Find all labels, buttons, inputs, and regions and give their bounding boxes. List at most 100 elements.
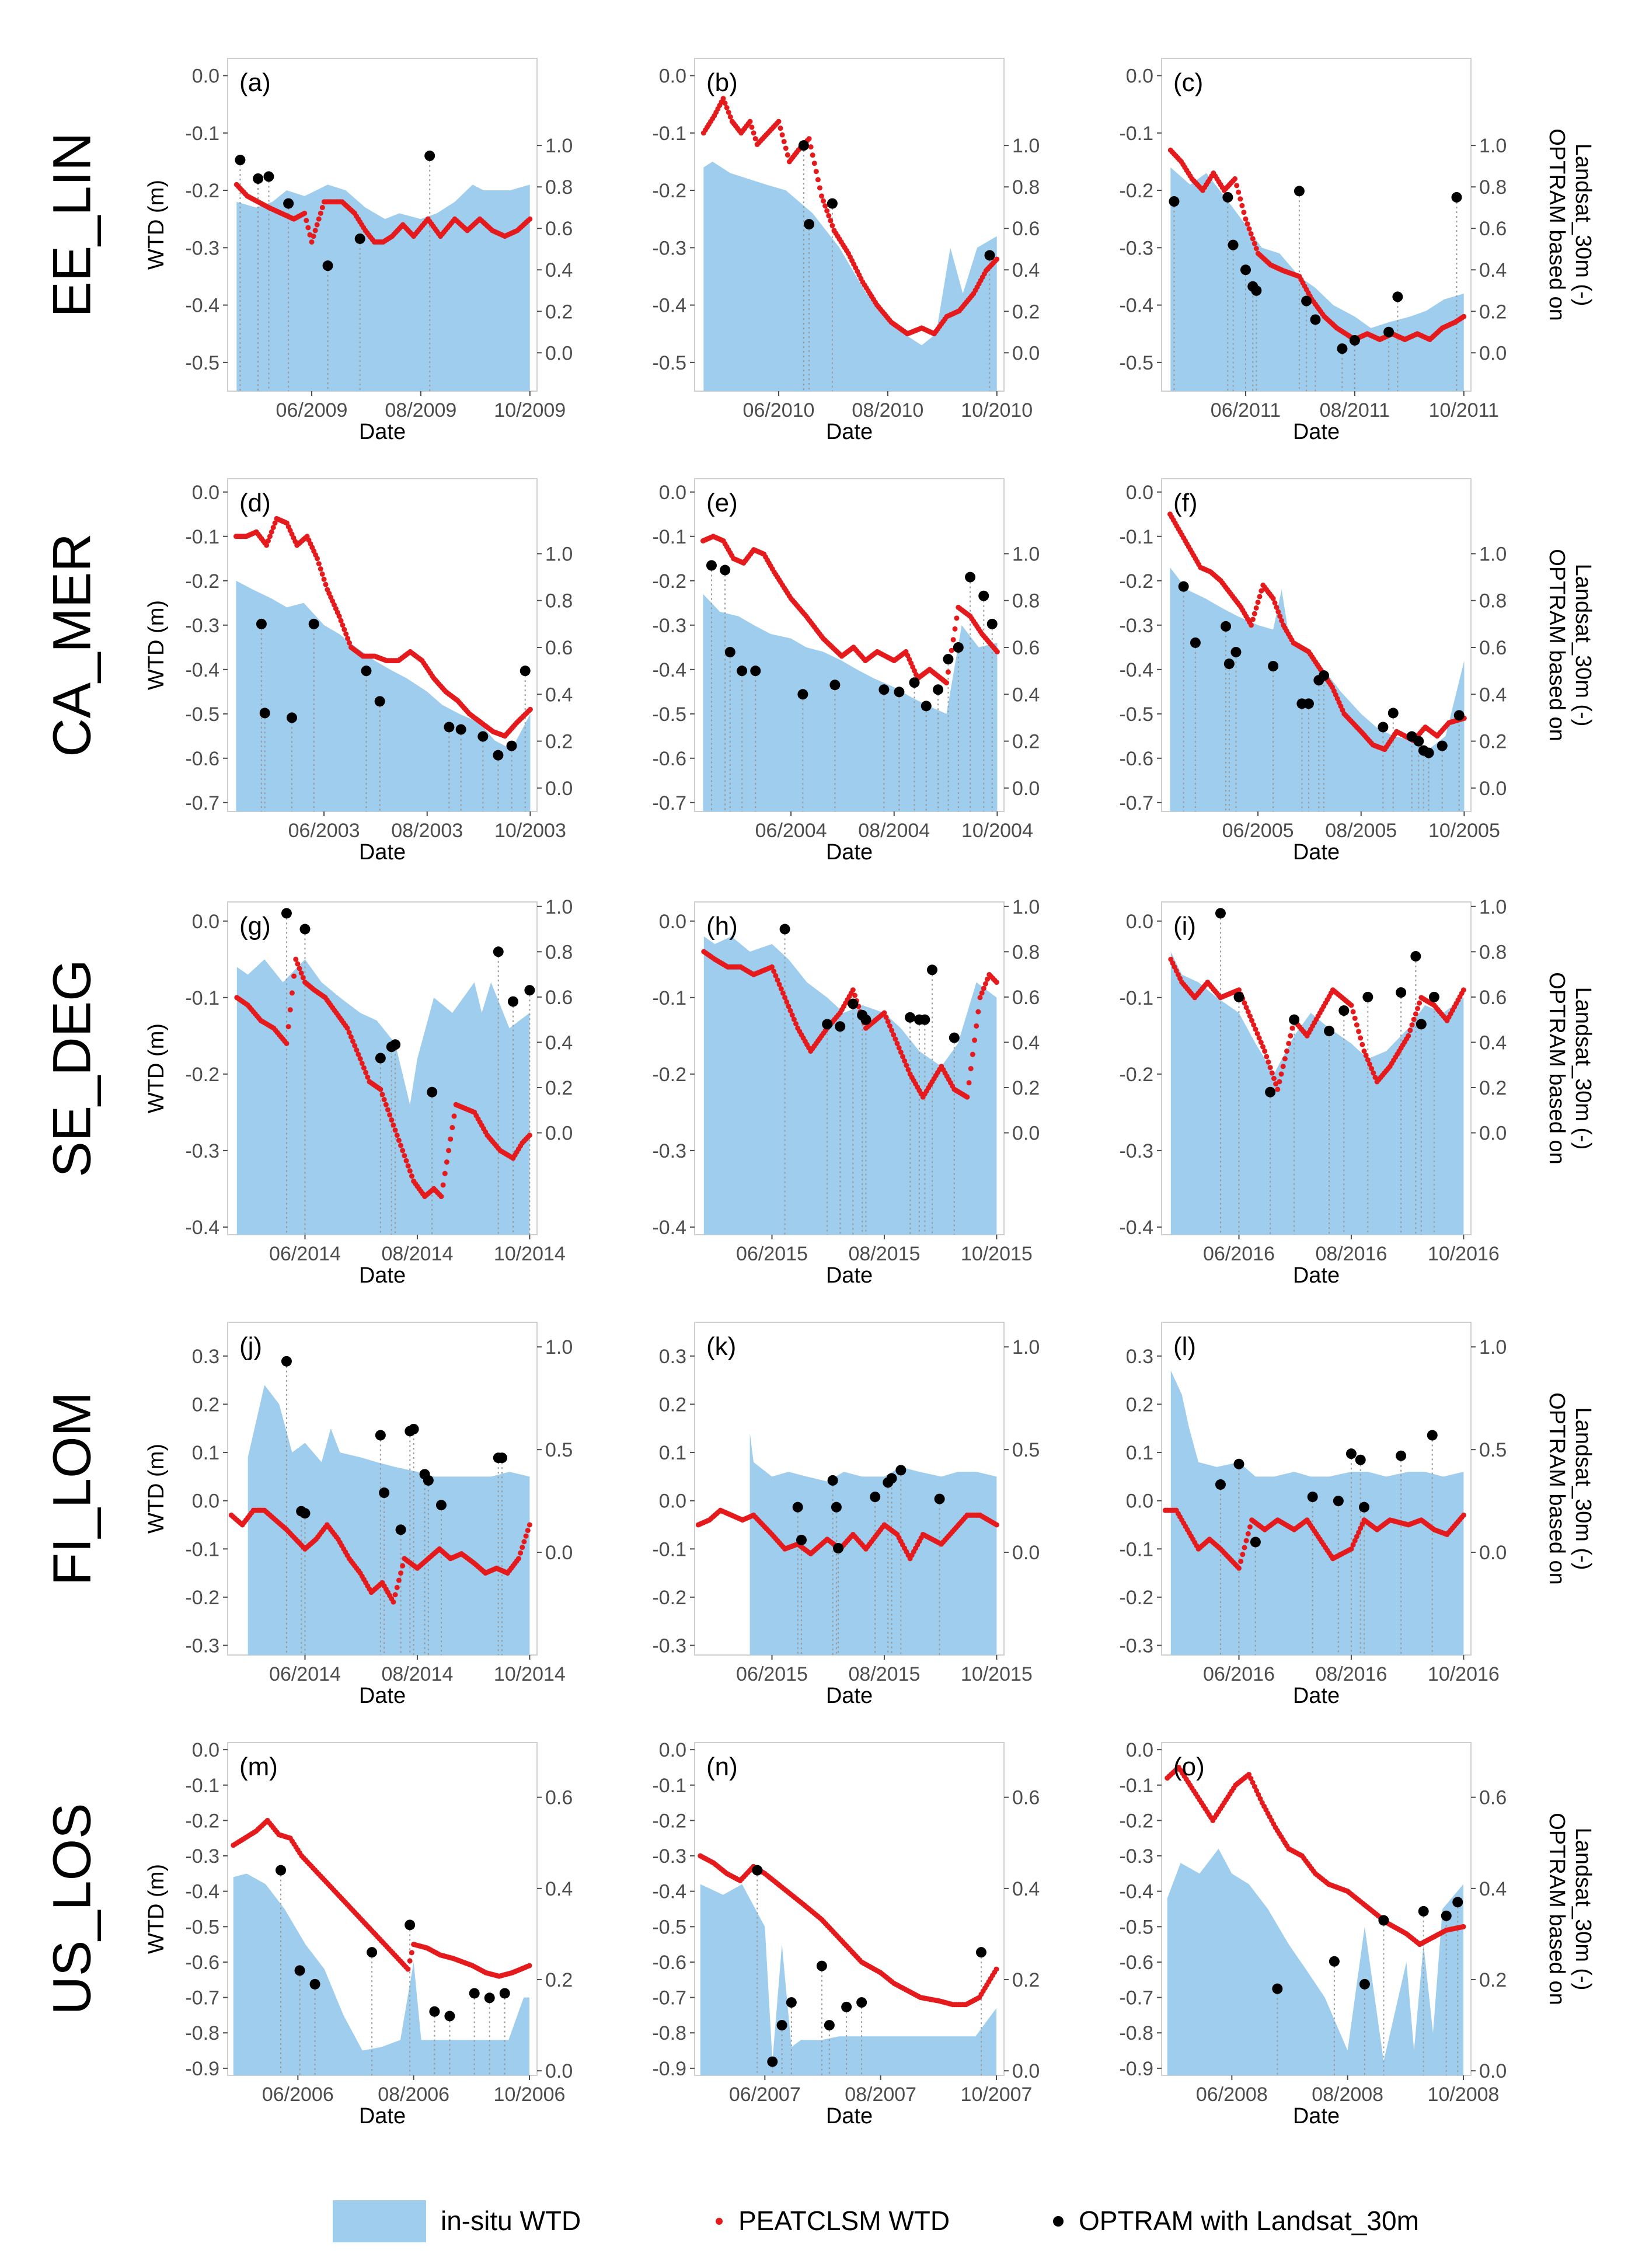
row-site-label: SE_DEG (42, 959, 102, 1177)
x-tick-label: 10/2005 (1428, 820, 1500, 842)
panel-label: (n) (706, 1753, 738, 1781)
optram-point (1251, 285, 1262, 296)
optram-point (253, 173, 264, 184)
optram-point (256, 618, 267, 629)
peatclsm-point (527, 1133, 532, 1138)
legend-insitu-label: in-situ WTD (441, 2206, 581, 2236)
panel-label: (c) (1173, 68, 1203, 97)
peatclsm-point (1358, 1035, 1364, 1041)
peatclsm-point (318, 210, 323, 216)
peatclsm-point (810, 152, 815, 158)
y-tick-label: -0.7 (652, 1987, 686, 2009)
y-right-tick-label: 0.6 (545, 1787, 573, 1809)
x-tick-label: 06/2016 (1203, 1663, 1275, 1685)
optram-point (1337, 343, 1348, 354)
peatclsm-point (321, 576, 327, 582)
x-tick-label: 10/2015 (961, 1663, 1033, 1685)
y-tick-label: -0.4 (185, 1881, 219, 1903)
optram-point (1222, 191, 1233, 203)
y-tick-label: -0.4 (185, 659, 219, 681)
optram-point (405, 1919, 416, 1931)
optram-point (1396, 1450, 1407, 1461)
y-tick-label: -0.6 (1119, 1952, 1153, 1974)
x-tick-label: 08/2016 (1315, 1243, 1387, 1265)
peatclsm-point (350, 1039, 356, 1044)
peatclsm-point (1417, 1000, 1423, 1006)
peatclsm-point (1274, 604, 1280, 610)
y-tick-label: -0.3 (185, 1845, 219, 1868)
peatclsm-point (1253, 605, 1259, 611)
peatclsm-point (1267, 1065, 1273, 1071)
peatclsm-point (975, 1009, 981, 1015)
x-tick-label: 08/2011 (1320, 399, 1390, 421)
y-right-tick-label: 0.0 (545, 1123, 573, 1145)
y-right-axis-title-line2: Landsat_30m (-) (1571, 144, 1595, 306)
panel-label: (m) (239, 1753, 278, 1781)
insitu-wtd-area (703, 161, 997, 391)
peatclsm-point (1415, 1006, 1421, 1012)
y-tick-label: -0.2 (185, 1810, 219, 1832)
y-right-tick-label: 0.5 (1479, 1439, 1507, 1461)
peatclsm-point (994, 256, 1000, 262)
y-tick-label: -0.3 (652, 1140, 686, 1162)
y-right-axis-title-line1: OPTRAM based on (1545, 128, 1569, 320)
optram-point (1319, 670, 1330, 681)
y-tick-label: -0.1 (1119, 526, 1153, 548)
y-tick-label: -0.6 (652, 748, 686, 770)
y-right-axis-title-line1: OPTRAM based on (1545, 1392, 1569, 1584)
peatclsm-point (771, 968, 777, 974)
y-right-tick-label: 0.4 (1012, 1032, 1040, 1054)
x-tick-label: 08/2006 (378, 2084, 449, 2106)
peatclsm-point (1460, 1924, 1466, 1929)
optram-point (1441, 1910, 1452, 1921)
panel-a: 0.0 -0.1 -0.2 -0.3 -0.4 -0.5 0.0 0.2 0.4 0.6 0.8 1.… (144, 58, 573, 444)
x-tick-label: 06/2010 (743, 399, 815, 421)
peatclsm-point (527, 706, 533, 712)
x-axis-title: Date (826, 1263, 873, 1288)
peatclsm-point (722, 100, 728, 106)
y-right-tick-label: 0.8 (1012, 176, 1040, 198)
y-tick-label: -0.7 (185, 792, 219, 814)
optram-point (367, 1947, 378, 1958)
optram-point (308, 618, 319, 629)
y-right-tick-label: 0.2 (1012, 1077, 1040, 1099)
y-tick-label: -0.1 (1119, 987, 1153, 1009)
y-right-tick-label: 0.2 (545, 301, 573, 323)
optram-point (943, 654, 954, 665)
y-tick-label: -0.3 (1119, 237, 1153, 259)
peatclsm-point (1242, 1545, 1247, 1551)
peatclsm-point (752, 136, 758, 142)
peatclsm-point (789, 1012, 795, 1018)
peatclsm-point (527, 1963, 532, 1969)
peatclsm-point (403, 1158, 409, 1163)
peatclsm-point (776, 981, 782, 987)
peatclsm-point (1251, 1783, 1257, 1789)
peatclsm-point (314, 222, 320, 228)
peatclsm-point (950, 637, 956, 643)
y-tick-label: 0.0 (192, 482, 219, 504)
y-tick-label: 0.1 (659, 1442, 686, 1464)
peatclsm-point (1258, 588, 1264, 594)
peatclsm-point (1250, 616, 1256, 622)
legend-insitu-swatch (333, 2200, 426, 2242)
peatclsm-point (440, 1182, 446, 1188)
x-tick-label: 10/2016 (1428, 1663, 1500, 1685)
y-tick-label: -0.3 (1119, 1635, 1153, 1657)
x-tick-label: 08/2016 (1315, 1663, 1387, 1685)
peatclsm-point (1270, 595, 1276, 601)
optram-point (776, 2020, 787, 2031)
y-right-tick-label: 0.0 (1012, 778, 1040, 800)
optram-point (796, 1534, 807, 1545)
peatclsm-point (340, 622, 346, 628)
panel-label: (h) (706, 912, 738, 940)
peatclsm-point (1256, 1035, 1262, 1041)
y-right-tick-label: 0.0 (545, 2060, 573, 2082)
optram-point (886, 1473, 897, 1484)
peatclsm-point (359, 1060, 365, 1066)
peatclsm-point (896, 1045, 902, 1051)
y-tick-label: 0.1 (1126, 1442, 1153, 1464)
optram-point (909, 677, 920, 688)
optram-point (423, 1475, 434, 1486)
optram-point (831, 1501, 842, 1513)
